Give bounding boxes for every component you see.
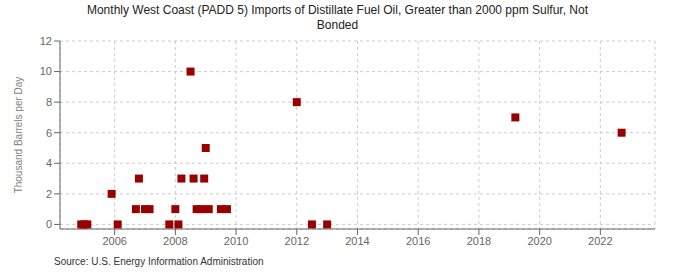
svg-text:2006: 2006 — [102, 235, 126, 247]
svg-text:10: 10 — [40, 65, 52, 77]
html-text:Source: U.S. Energy Informatio: Source: U.S. Energy Information Administ… — [54, 256, 264, 267]
svg-text:4: 4 — [46, 157, 52, 169]
svg-text:Thousand Barrels per Day: Thousand Barrels per Day — [13, 77, 24, 194]
svg-text:12: 12 — [40, 35, 52, 47]
svg-text:2016: 2016 — [406, 235, 430, 247]
svg-text:2010: 2010 — [224, 235, 248, 247]
svg-text:2008: 2008 — [163, 235, 187, 247]
html-text:Monthly West Coast (PADD 5) Im: Monthly West Coast (PADD 5) Imports of D… — [87, 3, 588, 17]
svg-text:2: 2 — [46, 188, 52, 200]
svg-text:2012: 2012 — [285, 235, 309, 247]
svg-text:2022: 2022 — [588, 235, 612, 247]
svg-text:0: 0 — [46, 218, 52, 230]
svg-text:6: 6 — [46, 127, 52, 139]
svg-text:8: 8 — [46, 96, 52, 108]
svg-text:2020: 2020 — [527, 235, 551, 247]
svg-text:2018: 2018 — [467, 235, 491, 247]
html-text:Bonded: Bonded — [316, 18, 359, 32]
svg-text:2014: 2014 — [345, 235, 369, 247]
